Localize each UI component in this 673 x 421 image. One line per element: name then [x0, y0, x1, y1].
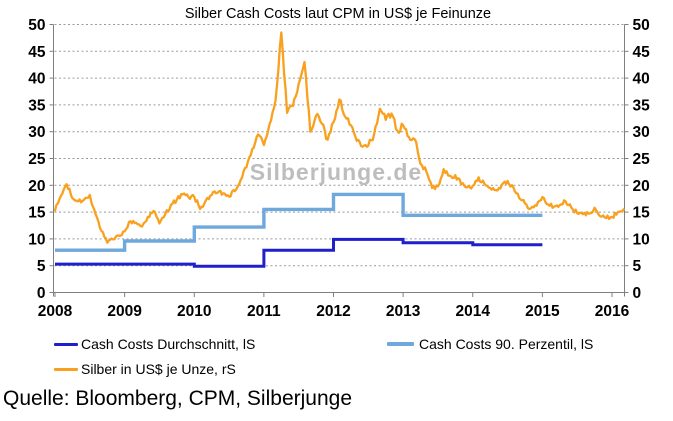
y-tick-label-right: 10	[633, 231, 650, 248]
y-tick-label-right: 5	[633, 258, 642, 275]
y-tick-label-left: 20	[28, 178, 45, 195]
y-tick-label-left: 45	[28, 44, 46, 61]
x-tick-label: 2013	[386, 303, 421, 320]
chart-title: Silber Cash Costs laut CPM in US$ je Fei…	[185, 6, 491, 22]
x-tick-label: 2015	[525, 303, 560, 320]
plot-dynamic-layer: 0 0 5 5 10 10 15 15 20 20 25 25 30 30 35 35 40 40 45 45 50 50…	[28, 17, 650, 320]
y-tick-label-left: 40	[28, 71, 45, 88]
y-tick-label-left: 15	[28, 205, 46, 222]
series-cash-costs-90th-percentile	[55, 192, 543, 252]
y-tick-label-left: 25	[28, 151, 46, 168]
x-tick-label: 2008	[38, 303, 73, 320]
y-tick-label-right: 0	[633, 285, 642, 302]
y-tick-label-right: 15	[633, 205, 651, 222]
y-tick-label-left: 0	[37, 285, 46, 302]
legend-swatch-percentile	[387, 342, 414, 346]
legend-label-percentile: Cash Costs 90. Perzentil, lS	[419, 336, 594, 352]
x-tick-label: 2016	[595, 303, 630, 320]
legend-swatch-silver	[54, 368, 78, 371]
y-tick-label-right: 45	[633, 44, 651, 61]
y-tick-label-right: 25	[633, 151, 651, 168]
x-tick-label: 2011	[247, 303, 281, 320]
watermark: Silberjunge.de	[250, 159, 422, 185]
series-silver-price	[53, 31, 625, 244]
x-tick-label: 2009	[107, 303, 142, 320]
y-tick-label-left: 35	[28, 97, 46, 114]
series-cash-costs-average	[55, 237, 543, 268]
legend-label-silver: Silber in US$ je Unze, rS	[81, 361, 236, 377]
y-tick-label-right: 35	[633, 97, 651, 114]
y-tick-label-left: 5	[37, 258, 46, 275]
y-tick-label-left: 50	[28, 17, 45, 34]
y-tick-label-left: 30	[28, 124, 45, 141]
y-tick-label-right: 20	[633, 178, 650, 195]
x-tick-label: 2014	[456, 303, 491, 320]
y-tick-label-left: 10	[28, 231, 45, 248]
y-tick-label-right: 40	[633, 71, 650, 88]
source-text: Quelle: Bloomberg, CPM, Silberjunge	[3, 387, 353, 410]
y-tick-label-right: 50	[633, 17, 650, 34]
chart-canvas: Silber Cash Costs laut CPM in US$ je Fei…	[28, 6, 650, 320]
x-tick-label: 2012	[316, 303, 350, 320]
y-tick-label-right: 30	[633, 124, 650, 141]
legend-swatch-average	[54, 343, 78, 346]
legend-label-average: Cash Costs Durchschnitt, lS	[81, 336, 256, 352]
x-tick-label: 2010	[177, 303, 211, 320]
